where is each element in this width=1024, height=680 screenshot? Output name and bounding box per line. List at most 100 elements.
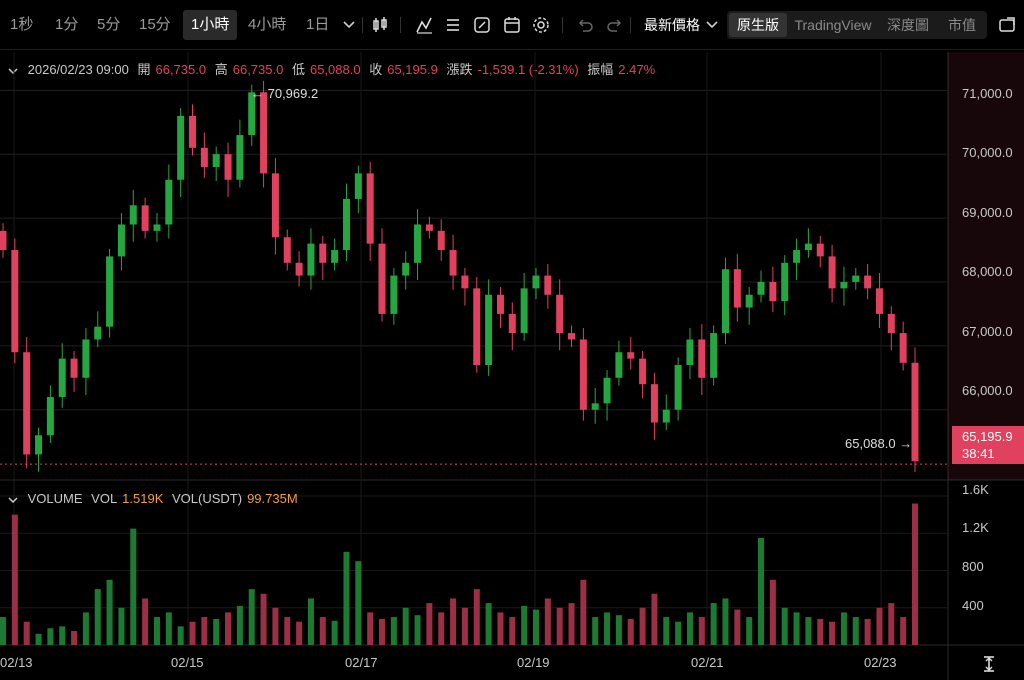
low-value: 65,088.0 bbox=[309, 62, 361, 77]
indicator-icon[interactable] bbox=[412, 13, 436, 37]
candle-body bbox=[106, 256, 114, 327]
price-type-select[interactable]: 最新價格 bbox=[644, 17, 700, 33]
open-value: 66,735.0 bbox=[155, 62, 207, 77]
volume-tick: 1.6K bbox=[962, 482, 989, 497]
volume-bar bbox=[544, 598, 551, 645]
volume-bar bbox=[852, 617, 859, 645]
redo-icon[interactable] bbox=[603, 13, 627, 37]
candle-body bbox=[11, 250, 19, 353]
settings-icon[interactable] bbox=[529, 13, 553, 37]
interval-15m[interactable]: 15分 bbox=[139, 16, 171, 33]
volume-bar bbox=[769, 579, 776, 645]
volume-bar bbox=[639, 607, 646, 645]
high-label: 高 bbox=[214, 62, 228, 77]
list-icon[interactable] bbox=[441, 13, 465, 37]
volume-bar bbox=[284, 617, 291, 645]
amplitude-value: 2.47% bbox=[618, 62, 656, 77]
date-tick: 02/13 bbox=[0, 655, 33, 670]
candle-body bbox=[212, 154, 220, 167]
candle-body bbox=[224, 154, 232, 180]
chevron-down-icon[interactable] bbox=[337, 13, 361, 37]
candle-body bbox=[639, 358, 647, 385]
volume-bar bbox=[781, 607, 788, 645]
candle-body bbox=[710, 333, 718, 378]
date-tick: 02/17 bbox=[345, 655, 378, 670]
volume-bar bbox=[461, 607, 468, 645]
volume-bar bbox=[355, 561, 362, 645]
view-tradingview[interactable]: TradingView bbox=[794, 17, 872, 33]
candle-body bbox=[94, 326, 102, 340]
candle-body bbox=[508, 313, 516, 334]
volume-bar bbox=[497, 612, 504, 645]
interval-4h[interactable]: 4小時 bbox=[248, 16, 287, 33]
candle-body bbox=[189, 115, 197, 148]
price-type-chevron-icon[interactable] bbox=[700, 13, 724, 37]
auto-scale-icon[interactable] bbox=[981, 655, 997, 673]
volume-bar bbox=[793, 612, 800, 645]
candle-body bbox=[568, 333, 576, 340]
drawing-icon[interactable] bbox=[470, 13, 494, 37]
date-tick: 02/19 bbox=[517, 655, 550, 670]
volume-bar bbox=[319, 617, 326, 645]
candle-body bbox=[295, 262, 303, 276]
candle-body bbox=[875, 288, 883, 314]
fullscreen-icon[interactable] bbox=[995, 13, 1019, 37]
candle-body bbox=[165, 179, 173, 225]
interval-1m[interactable]: 1分 bbox=[55, 16, 79, 33]
close-value: 65,195.9 bbox=[387, 62, 438, 77]
candle-body bbox=[46, 396, 54, 436]
candle-body bbox=[591, 403, 599, 410]
volume-collapse-icon[interactable] bbox=[6, 495, 20, 505]
volume-bar bbox=[450, 598, 457, 645]
interval-5m[interactable]: 5分 bbox=[97, 16, 121, 33]
candle-type-icon[interactable] bbox=[368, 13, 392, 37]
interval-1s[interactable]: 1秒 bbox=[10, 16, 34, 33]
interval-1h[interactable]: 1小時 bbox=[183, 10, 238, 40]
volume-bar bbox=[153, 617, 160, 645]
candle-body bbox=[662, 409, 670, 423]
volume-bar bbox=[509, 617, 516, 645]
candle-body bbox=[366, 173, 374, 244]
toolbar-divider bbox=[362, 17, 363, 33]
candle-body bbox=[248, 92, 256, 136]
volume-bar bbox=[165, 612, 172, 645]
view-depth[interactable]: 深度圖 bbox=[887, 17, 929, 33]
axis-panel bbox=[948, 52, 1024, 680]
vol-label: VOL bbox=[91, 491, 118, 506]
candle-body bbox=[615, 352, 623, 378]
volume-bar bbox=[118, 607, 125, 645]
toolbar-divider bbox=[630, 17, 631, 33]
volume-bar bbox=[876, 607, 883, 645]
candle-body bbox=[544, 275, 552, 295]
volume-bar bbox=[568, 603, 575, 645]
undo-icon[interactable] bbox=[573, 13, 597, 37]
candle-body bbox=[520, 288, 528, 334]
view-native[interactable]: 原生版 bbox=[729, 13, 787, 37]
candle-body bbox=[425, 224, 433, 231]
collapse-chevron-icon[interactable] bbox=[6, 66, 20, 76]
chart-toolbar: 1秒 1分 5分 15分 1小時 4小時 1日 最新價格 原生版 Trading… bbox=[0, 0, 1024, 50]
volume-bar bbox=[225, 612, 232, 645]
candle-body bbox=[70, 358, 78, 378]
date-tick: 02/21 bbox=[691, 655, 724, 670]
price-tick: 66,000.0 bbox=[962, 383, 1013, 398]
volume-bar bbox=[0, 617, 6, 645]
volume-bar bbox=[698, 617, 705, 645]
volume-bar bbox=[106, 579, 113, 645]
volume-bar bbox=[888, 603, 895, 645]
view-market-cap[interactable]: 市值 bbox=[948, 17, 976, 33]
candle-body bbox=[532, 275, 540, 289]
volume-bar bbox=[414, 615, 421, 645]
volume-bar bbox=[71, 631, 78, 645]
candle-body bbox=[793, 250, 801, 263]
volume-bar bbox=[840, 612, 847, 645]
price-axis-highlight bbox=[948, 52, 1024, 480]
price-tick: 67,000.0 bbox=[962, 324, 1013, 339]
volume-bar bbox=[272, 607, 279, 645]
interval-1d[interactable]: 1日 bbox=[306, 16, 330, 33]
volume-bar bbox=[532, 609, 539, 645]
candle-body bbox=[236, 135, 244, 180]
candle-body bbox=[58, 358, 66, 397]
calendar-icon[interactable] bbox=[500, 13, 524, 37]
